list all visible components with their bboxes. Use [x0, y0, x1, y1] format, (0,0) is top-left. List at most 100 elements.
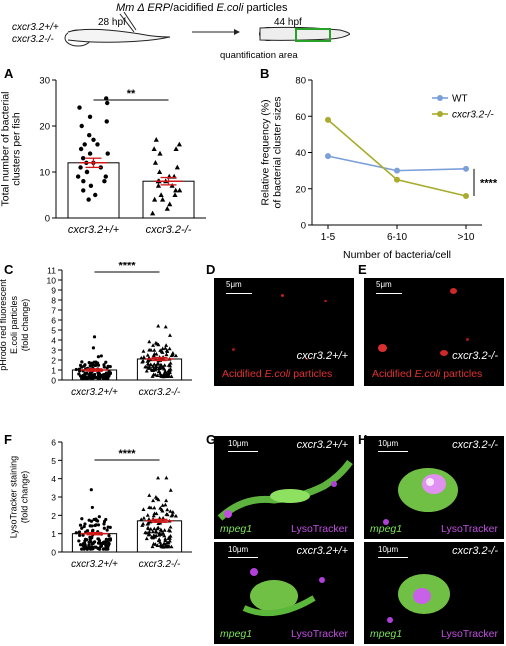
channel-mpeg1: mpeg1 [220, 523, 253, 535]
data-point [141, 349, 146, 353]
series-point [463, 193, 469, 199]
schematic-title-strain: Mm Δ ERP [116, 2, 171, 14]
micrograph-genotype: cxcr3.2+/+ [296, 439, 348, 451]
y-tick-label: 7 [51, 306, 56, 316]
data-point [148, 519, 153, 524]
data-point [83, 371, 88, 375]
data-point [173, 513, 178, 518]
series-point [325, 116, 331, 123]
caption-italic: E.coli [264, 368, 291, 380]
data-point [87, 518, 91, 522]
data-point [163, 324, 168, 329]
data-point [161, 541, 166, 546]
x-tick-label: cxcr3.2+/+ [68, 224, 120, 236]
y-tick-label: 5 [51, 456, 56, 466]
y-tick-label: 3 [51, 493, 56, 503]
data-point [145, 359, 150, 363]
data-point [170, 510, 175, 514]
x-tick-label: >10 [458, 232, 475, 243]
data-point [89, 488, 93, 492]
data-point [82, 364, 86, 368]
data-point [159, 373, 164, 378]
data-point [155, 543, 160, 547]
data-point [164, 498, 169, 503]
data-point [83, 543, 87, 547]
data-point [159, 363, 164, 368]
data-point [78, 165, 83, 170]
data-point [146, 532, 151, 537]
data-point [144, 536, 149, 541]
data-point [152, 196, 158, 202]
data-point [146, 362, 151, 366]
data-point [151, 146, 157, 151]
significance-label: **** [480, 177, 498, 189]
data-point [105, 151, 110, 156]
data-point [104, 517, 108, 522]
data-point [95, 142, 100, 147]
data-point [91, 137, 96, 142]
micrograph-h1: 10μm cxcr3.2-/- mpeg1 LysoTracker [364, 436, 504, 539]
particle-cluster [450, 288, 457, 294]
data-point [153, 137, 159, 142]
data-point [164, 512, 169, 516]
y-tick-label: 6 [51, 316, 56, 326]
data-point [141, 355, 146, 359]
data-point [167, 333, 172, 337]
x-tick-label: 6-10 [387, 232, 407, 243]
data-point [90, 505, 94, 510]
data-point [151, 541, 156, 546]
data-point [104, 360, 108, 364]
data-point [78, 363, 83, 367]
data-point [168, 361, 173, 365]
data-point [88, 364, 92, 368]
data-point [168, 367, 173, 371]
data-point [168, 488, 173, 492]
particle [306, 358, 308, 360]
y-axis-label-line: (fold change) [20, 471, 30, 524]
data-point [177, 187, 183, 193]
y-tick-label: 6 [51, 438, 56, 448]
data-point [101, 541, 105, 546]
data-point [159, 365, 164, 370]
bar [67, 162, 120, 219]
data-point [80, 517, 84, 521]
data-point [145, 522, 150, 526]
data-point [155, 341, 160, 346]
data-point [82, 547, 86, 551]
data-point [97, 515, 101, 519]
particle-cluster [466, 338, 469, 341]
data-point [148, 505, 153, 510]
data-point [79, 123, 84, 129]
chart-b: 0 20 40 60 80 1-5 6-10 >10 Number of bacteria/ce… [260, 76, 498, 261]
panel-label-a: A [4, 66, 14, 81]
y-tick-label: 2 [51, 511, 56, 521]
series-point [394, 176, 400, 183]
data-point [80, 360, 84, 364]
y-tick-label: 0 [45, 214, 50, 225]
data-point [104, 96, 109, 101]
data-point [147, 493, 152, 497]
data-point [77, 372, 81, 376]
legend-marker [437, 111, 443, 117]
micrograph-caption: Acidified E.coli particles [372, 368, 482, 380]
series-point [325, 153, 331, 160]
data-point [77, 530, 82, 534]
data-point [97, 376, 101, 380]
data-point [84, 169, 90, 175]
scale-bar-label: 10μm [228, 545, 249, 554]
data-point [80, 376, 84, 381]
data-point [144, 365, 149, 369]
data-point [159, 528, 164, 533]
data-point [162, 528, 167, 532]
data-point [83, 537, 88, 541]
data-point [156, 323, 161, 328]
y-tick-label: 0 [51, 376, 56, 386]
data-point [84, 530, 88, 534]
data-point [150, 529, 155, 534]
data-point [90, 376, 95, 380]
scale-bar-label: 5μm [376, 280, 392, 289]
data-point [97, 547, 101, 551]
data-point [156, 369, 161, 374]
data-point [93, 192, 98, 198]
data-point [170, 350, 175, 355]
